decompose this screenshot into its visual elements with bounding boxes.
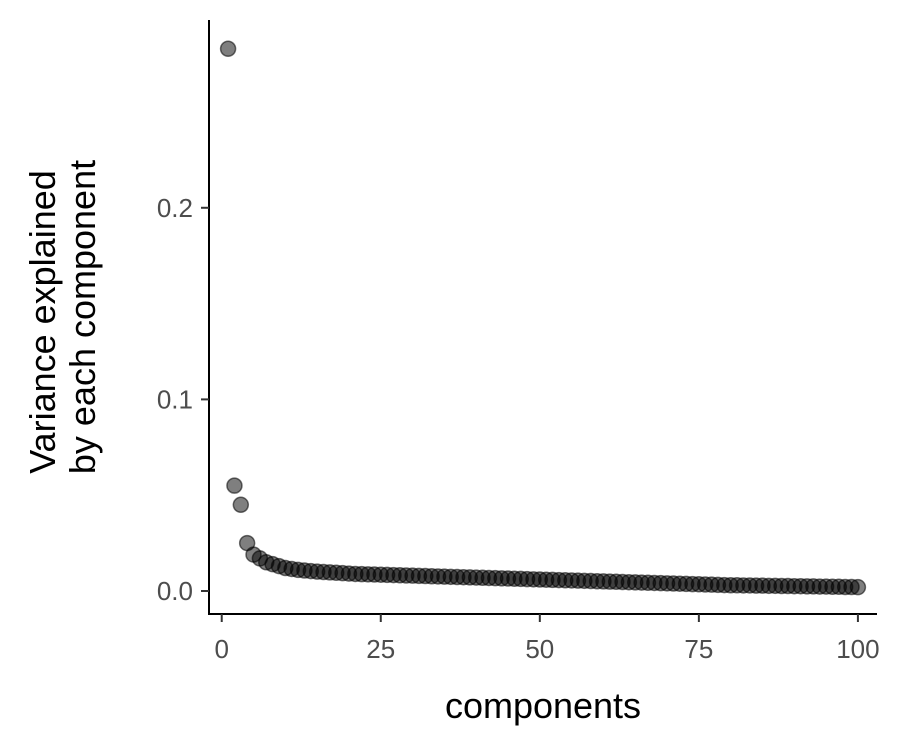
y-tick-label: 0.2: [157, 193, 193, 223]
x-tick-label: 50: [525, 634, 554, 664]
y-tick-label: 0.1: [157, 384, 193, 414]
y-axis-title: Variance explained by each component: [22, 160, 103, 474]
x-axis-title: components: [445, 685, 641, 726]
x-tick-label: 0: [214, 634, 228, 664]
data-point: [232, 496, 250, 514]
y-axis-title-line-2: by each component: [62, 160, 103, 474]
ticks: 0 25 50 75 100 0.0 0.1 0.2: [157, 193, 880, 664]
data-point: [219, 40, 237, 57]
x-tick-label: 25: [366, 634, 395, 664]
y-tick-label: 0.0: [157, 576, 193, 606]
data-points: [219, 40, 867, 596]
x-tick-label: 100: [836, 634, 879, 664]
y-axis-title-line-1: Variance explained: [22, 170, 63, 474]
data-point: [849, 578, 867, 596]
x-tick-label: 75: [684, 634, 713, 664]
axes: [208, 20, 877, 615]
data-point: [226, 477, 243, 494]
